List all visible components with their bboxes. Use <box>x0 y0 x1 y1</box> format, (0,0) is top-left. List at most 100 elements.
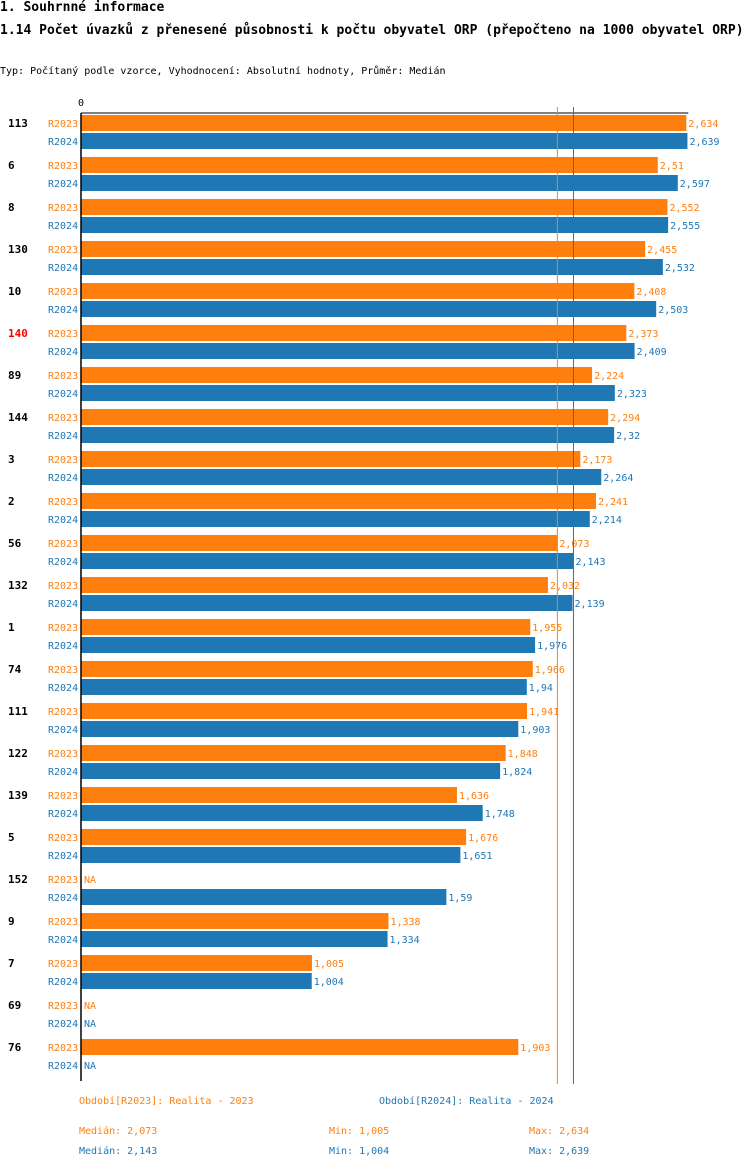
bar-r2024 <box>81 637 536 653</box>
category-label: 69 <box>8 999 21 1012</box>
chart-title: 1.14 Počet úvazků z přenesené působnosti… <box>0 23 744 38</box>
category-label: 144 <box>8 411 28 424</box>
bar-r2024 <box>81 511 590 527</box>
value-label: NA <box>84 1061 96 1072</box>
value-label: 1,903 <box>520 1043 550 1054</box>
bar-r2024 <box>81 595 573 611</box>
bar-r2024 <box>81 763 501 779</box>
value-label: 1,941 <box>529 707 559 718</box>
median-r2023: Medián: 2,073 <box>79 1126 158 1137</box>
bar-r2023 <box>81 913 389 929</box>
bar-r2023 <box>81 409 609 425</box>
category-label: 1 <box>8 621 15 634</box>
series-label: R2023 <box>48 917 78 928</box>
bar-r2024 <box>81 427 615 443</box>
series-label: R2024 <box>48 599 78 610</box>
bar-r2023 <box>81 955 312 971</box>
value-label: 2,503 <box>658 305 688 316</box>
bar-r2024 <box>81 301 657 317</box>
category-label: 10 <box>8 285 21 298</box>
series-label: R2023 <box>48 1043 78 1054</box>
series-label: R2023 <box>48 623 78 634</box>
bar-r2023 <box>81 157 658 173</box>
value-label: 2,408 <box>636 287 666 298</box>
value-label: 2,51 <box>660 161 684 172</box>
bar-r2024 <box>81 175 678 191</box>
series-label: R2024 <box>48 641 78 652</box>
series-label: R2023 <box>48 959 78 970</box>
value-label: 1,651 <box>462 851 492 862</box>
value-label: 1,005 <box>314 959 344 970</box>
bar-r2024 <box>81 259 663 275</box>
value-label: 2,241 <box>598 497 628 508</box>
bar-r2024 <box>81 931 388 947</box>
series-label: R2024 <box>48 137 78 148</box>
chart-subtitle: Typ: Počítaný podle vzorce, Vyhodnocení:… <box>0 66 446 77</box>
legend-r2024: Období[R2024]: Realita - 2024 <box>379 1096 554 1107</box>
value-label: 1,59 <box>448 893 472 904</box>
series-label: R2024 <box>48 683 78 694</box>
value-label: NA <box>84 875 96 886</box>
category-label: 132 <box>8 579 28 592</box>
bar-r2023 <box>81 115 687 131</box>
bar-r2024 <box>81 553 574 569</box>
bar-r2024 <box>81 217 669 233</box>
value-label: 2,634 <box>688 119 718 130</box>
category-label: 9 <box>8 915 15 928</box>
series-label: R2024 <box>48 347 78 358</box>
series-label: R2024 <box>48 557 78 568</box>
series-label: R2024 <box>48 851 78 862</box>
series-label: R2023 <box>48 203 78 214</box>
series-label: R2023 <box>48 455 78 466</box>
bar-chart: 0 113 R2023 2,634 R2024 2,639 6 R2023 2,51 R2024 2… <box>8 98 720 1084</box>
category-label: 56 <box>8 537 22 550</box>
series-label: R2023 <box>48 875 78 886</box>
value-label: 2,455 <box>647 245 677 256</box>
series-label: R2023 <box>48 833 78 844</box>
series-label: R2023 <box>48 329 78 340</box>
legend-r2023: Období[R2023]: Realita - 2023 <box>79 1096 254 1107</box>
bar-r2023 <box>81 829 467 845</box>
value-label: 2,597 <box>680 179 710 190</box>
category-label: 76 <box>8 1041 22 1054</box>
category-label: 74 <box>8 663 22 676</box>
value-label: 1,338 <box>390 917 420 928</box>
series-label: R2024 <box>48 431 78 442</box>
bar-r2023 <box>81 283 635 299</box>
category-label: 6 <box>8 159 15 172</box>
series-label: R2024 <box>48 515 78 526</box>
bar-r2023 <box>81 199 668 215</box>
value-label: 2,073 <box>559 539 589 550</box>
value-label: 2,639 <box>689 137 719 148</box>
series-label: R2024 <box>48 1061 78 1072</box>
category-label: 113 <box>8 117 28 130</box>
value-label: 1,955 <box>532 623 562 634</box>
series-label: R2024 <box>48 935 78 946</box>
bar-r2024 <box>81 847 461 863</box>
value-label: 2,552 <box>669 203 699 214</box>
series-label: R2023 <box>48 581 78 592</box>
bar-r2024 <box>81 133 688 149</box>
value-label: 1,636 <box>459 791 489 802</box>
max-r2023: Max: 2,634 <box>529 1126 590 1137</box>
value-label: 2,214 <box>592 515 622 526</box>
value-label: 1,004 <box>314 977 344 988</box>
series-label: R2024 <box>48 1019 78 1030</box>
category-label: 130 <box>8 243 28 256</box>
max-r2024: Max: 2,639 <box>529 1146 590 1157</box>
axis-zero-label: 0 <box>78 98 84 109</box>
bar-r2024 <box>81 343 635 359</box>
value-label: 2,173 <box>582 455 612 466</box>
value-label: 2,143 <box>575 557 605 568</box>
value-label: 1,676 <box>468 833 498 844</box>
category-label: 111 <box>8 705 28 718</box>
category-label: 2 <box>8 495 15 508</box>
bar-r2024 <box>81 973 312 989</box>
value-label: 2,409 <box>637 347 667 358</box>
value-label: 1,848 <box>508 749 538 760</box>
series-label: R2023 <box>48 1001 78 1012</box>
value-label: NA <box>84 1019 96 1030</box>
category-label: 3 <box>8 453 15 466</box>
series-label: R2024 <box>48 767 78 778</box>
series-label: R2023 <box>48 119 78 130</box>
